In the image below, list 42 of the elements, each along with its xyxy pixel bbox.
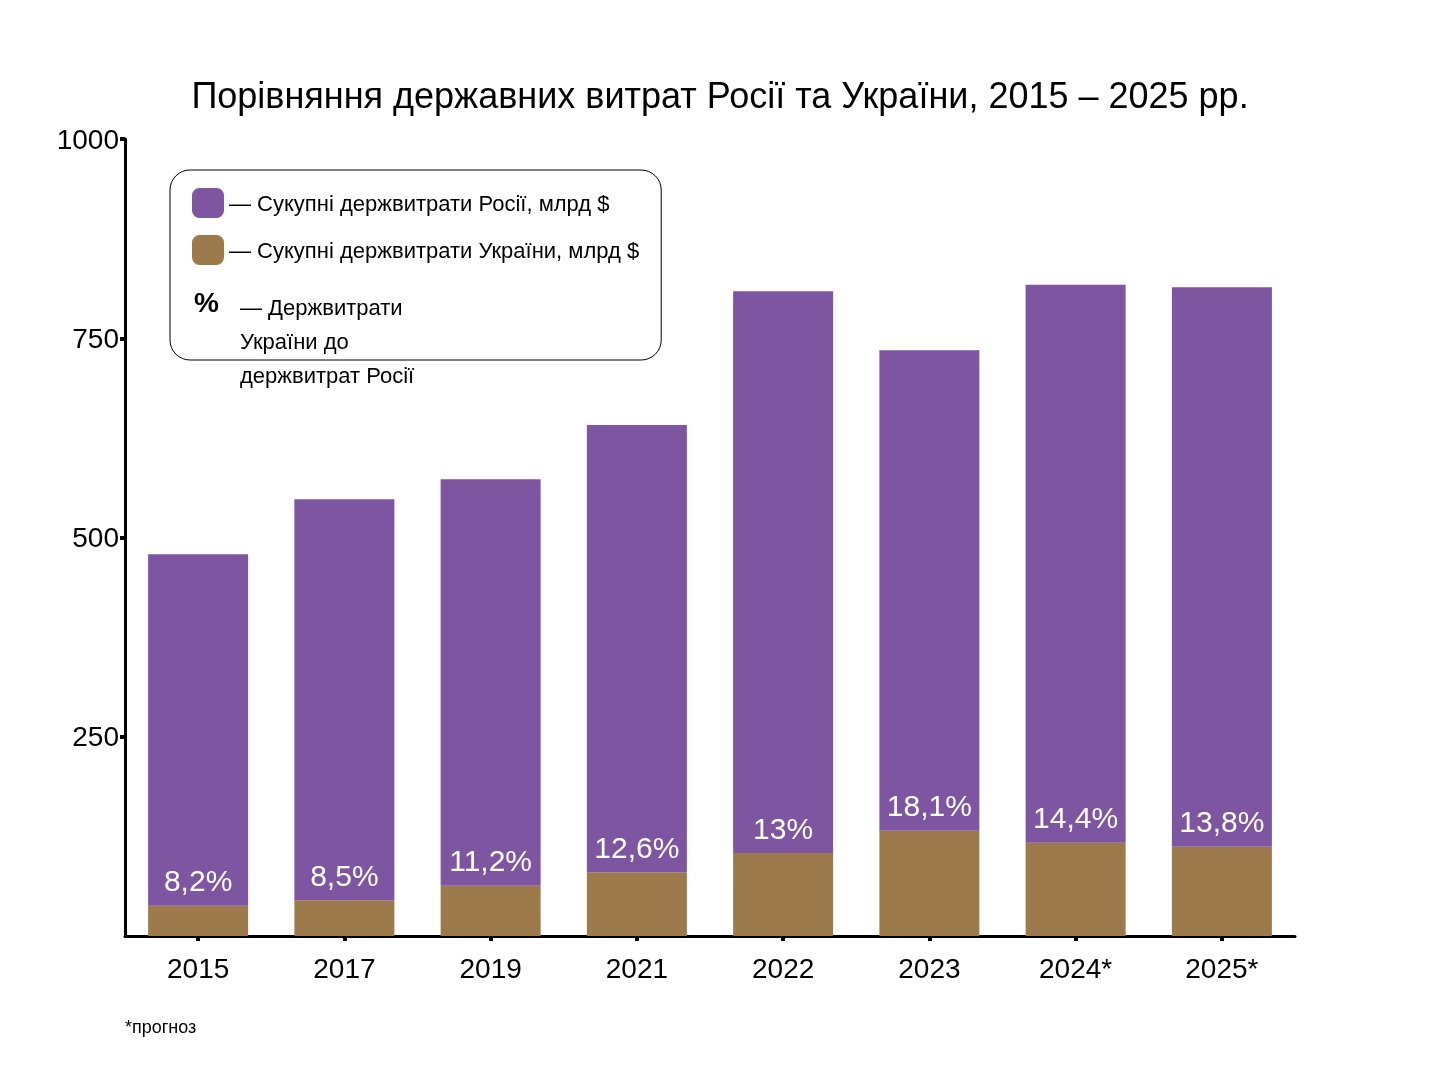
text: *прогноз	[125, 1017, 197, 1037]
bar	[1171, 287, 1272, 847]
bar	[1171, 846, 1272, 936]
x-tick-label: 2017	[313, 952, 376, 984]
bar	[733, 291, 834, 854]
chart-title: Порівняння державних витрат Росії та України, 2015 – 2025 рр.	[191, 74, 1249, 116]
annotation: 13,8%	[1179, 805, 1265, 839]
y-tick-label: 1000	[56, 123, 119, 155]
y-tick-label: 250	[72, 721, 119, 753]
bar	[1025, 284, 1126, 843]
bar	[294, 499, 395, 901]
bar	[586, 872, 687, 936]
x-tick-label: 2021	[605, 952, 669, 984]
y-tick-label: 750	[72, 322, 119, 354]
annotation: 8,5%	[310, 858, 379, 892]
bar	[1025, 842, 1126, 936]
bar	[440, 479, 541, 886]
legend-label: — Сукупні держвитрати Росії, млрд $	[229, 190, 610, 216]
x-tick-label: 2015	[166, 952, 230, 984]
bar	[440, 885, 541, 936]
bar	[148, 554, 249, 906]
bar	[879, 350, 980, 831]
y-tick-label: 500	[72, 522, 119, 553]
annotation: 14,4%	[1033, 801, 1119, 835]
bar	[879, 830, 980, 936]
bar	[586, 425, 687, 873]
annotation: 11,2%	[449, 844, 533, 878]
annotation: 18,1%	[886, 789, 972, 823]
x-tick-label: 2025*	[1185, 952, 1259, 984]
bar	[148, 905, 249, 936]
annotation: 13%	[753, 811, 814, 845]
bar	[733, 853, 834, 936]
legend-label: — Сукупні держвитрати України, млрд $	[229, 237, 640, 263]
x-tick-label: 2023	[898, 952, 961, 984]
annotation: 8,2%	[163, 864, 233, 898]
x-tick-label: 2022	[751, 952, 815, 984]
annotation: %	[194, 286, 219, 318]
x-tick-label: 2024*	[1039, 952, 1113, 984]
annotation: — Держвитрати України до держвитрат Росії	[240, 294, 415, 388]
annotation: 12,6%	[594, 830, 680, 864]
x-tick-label: 2019	[459, 952, 522, 984]
bar	[294, 900, 395, 936]
